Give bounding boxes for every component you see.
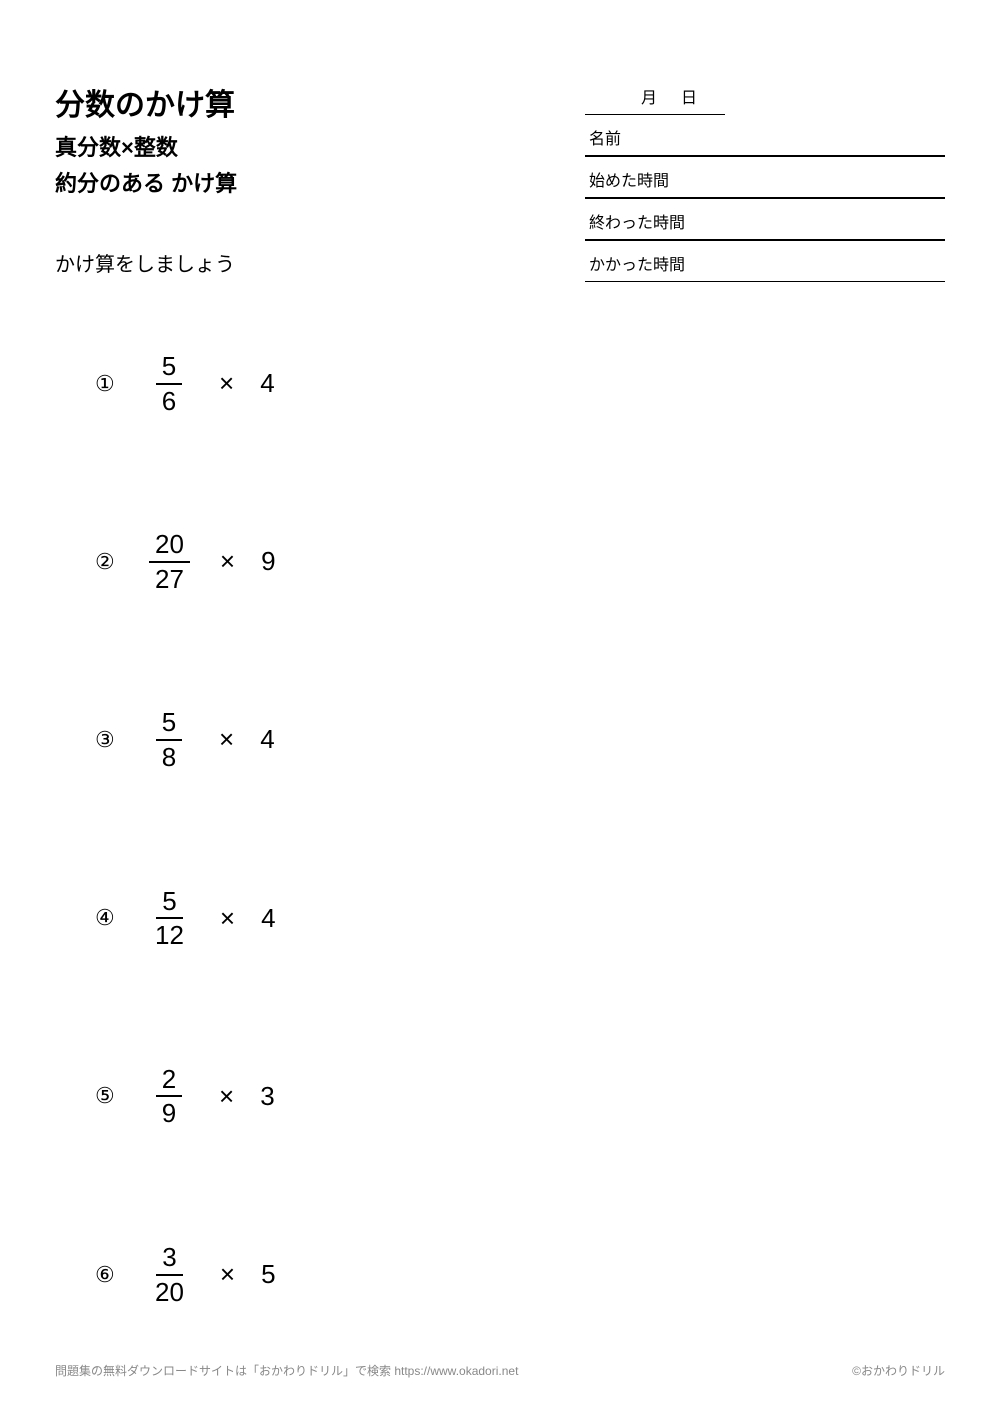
title-block: 分数のかけ算 真分数×整数 約分のある かけ算 かけ算をしましょう — [55, 80, 585, 277]
problem-number: ① — [95, 371, 135, 397]
fraction: 3 20 — [149, 1243, 190, 1306]
numerator: 3 — [156, 1243, 182, 1276]
date-line: 月日 — [585, 84, 725, 115]
problem-2: ② 20 27 × 9 — [95, 530, 945, 593]
problem-5: ⑤ 2 9 × 3 — [95, 1065, 945, 1128]
problem-3: ③ 5 8 × 4 — [95, 708, 945, 771]
sub-title-1: 真分数×整数 — [55, 130, 585, 162]
times-symbol: × — [219, 724, 234, 755]
elapsed-time-row: かかった時間 — [585, 241, 945, 282]
end-time-row: 終わった時間 — [585, 199, 945, 241]
times-symbol: × — [220, 546, 235, 577]
denominator: 12 — [149, 919, 190, 950]
times-symbol: × — [219, 368, 234, 399]
numerator: 5 — [156, 708, 182, 741]
fraction: 5 8 — [149, 708, 189, 771]
footer: 問題集の無料ダウンロードサイトは「おかわりドリル」で検索 https://www… — [55, 1362, 945, 1379]
multiplier: 9 — [261, 546, 275, 577]
problem-4: ④ 5 12 × 4 — [95, 887, 945, 950]
fraction: 2 9 — [149, 1065, 189, 1128]
multiplier: 3 — [260, 1081, 274, 1112]
denominator: 8 — [156, 741, 182, 772]
denominator: 6 — [156, 385, 182, 416]
problems-list: ① 5 6 × 4 ② 20 27 × 9 ③ 5 8 × 4 ④ 5 12 ×… — [55, 352, 945, 1306]
header-row: 分数のかけ算 真分数×整数 約分のある かけ算 かけ算をしましょう 月日 名前 … — [55, 80, 945, 282]
main-title: 分数のかけ算 — [55, 80, 585, 124]
problem-1: ① 5 6 × 4 — [95, 352, 945, 415]
times-symbol: × — [220, 903, 235, 934]
denominator: 9 — [156, 1097, 182, 1128]
numerator: 5 — [156, 887, 182, 920]
start-time-row: 始めた時間 — [585, 157, 945, 199]
instruction: かけ算をしましょう — [55, 248, 585, 277]
multiplier: 4 — [261, 903, 275, 934]
denominator: 27 — [149, 563, 190, 594]
problem-number: ⑤ — [95, 1083, 135, 1109]
denominator: 20 — [149, 1276, 190, 1307]
fraction: 5 12 — [149, 887, 190, 950]
multiplier: 4 — [260, 724, 274, 755]
sub-title-2: 約分のある かけ算 — [55, 166, 585, 198]
numerator: 2 — [156, 1065, 182, 1098]
footer-right: ©おかわりドリル — [852, 1362, 945, 1379]
problem-6: ⑥ 3 20 × 5 — [95, 1243, 945, 1306]
numerator: 20 — [149, 530, 190, 563]
info-block: 月日 名前 始めた時間 終わった時間 かかった時間 — [585, 84, 945, 282]
fraction: 20 27 — [149, 530, 190, 593]
multiplier: 4 — [260, 368, 274, 399]
name-row: 名前 — [585, 115, 945, 157]
numerator: 5 — [156, 352, 182, 385]
problem-number: ② — [95, 549, 135, 575]
multiplier: 5 — [261, 1259, 275, 1290]
problem-number: ③ — [95, 727, 135, 753]
fraction: 5 6 — [149, 352, 189, 415]
problem-number: ⑥ — [95, 1262, 135, 1288]
footer-left: 問題集の無料ダウンロードサイトは「おかわりドリル」で検索 https://www… — [55, 1362, 518, 1379]
problem-number: ④ — [95, 905, 135, 931]
times-symbol: × — [220, 1259, 235, 1290]
times-symbol: × — [219, 1081, 234, 1112]
